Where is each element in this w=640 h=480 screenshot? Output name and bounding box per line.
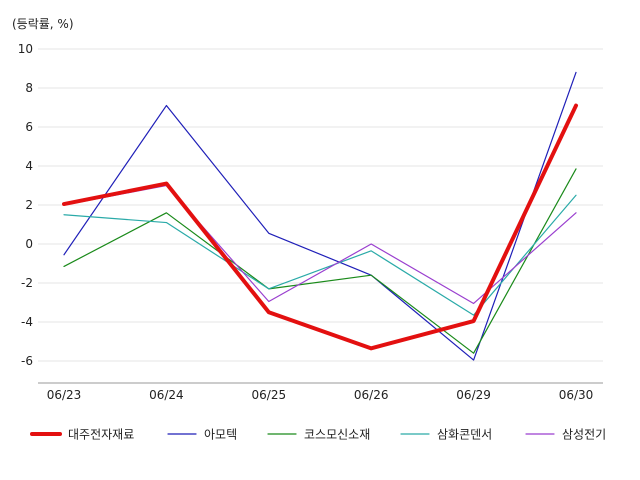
x-tick-label: 06/25	[252, 388, 287, 402]
y-tick-label: 6	[25, 120, 33, 134]
x-tick-label: 06/26	[354, 388, 389, 402]
series-line	[63, 71, 577, 361]
y-tick-label: 4	[25, 159, 33, 173]
series-line	[63, 194, 577, 316]
y-tick-label: -2	[21, 276, 33, 290]
x-tick-label: 06/23	[47, 388, 82, 402]
legend-label: 삼성전기	[562, 428, 606, 442]
legend: 대주전자재료 아모텍 코스모신소재 삼화콘덴서 삼성전기	[30, 428, 606, 442]
legend-label: 코스모신소재	[304, 428, 370, 442]
grid-lines	[38, 48, 603, 362]
y-tick-label: -4	[21, 315, 33, 329]
legend-label: 아모텍	[204, 428, 237, 442]
series-lines	[62, 71, 578, 361]
y-tick-label: -6	[21, 354, 33, 368]
y-tick-label: 2	[25, 198, 33, 212]
x-tick-label: 06/29	[456, 388, 491, 402]
x-tick-label: 06/24	[149, 388, 184, 402]
y-unit-label: (등락률, %)	[12, 17, 74, 31]
series-line	[62, 103, 578, 351]
y-tick-label: 10	[18, 42, 33, 56]
y-tick-labels: 10 8 6 4 2 0 -2 -4 -6	[18, 42, 33, 368]
y-tick-label: 8	[25, 81, 33, 95]
x-tick-labels: 06/23 06/24 06/25 06/26 06/29 06/30	[47, 388, 594, 402]
x-tick-label: 06/30	[559, 388, 594, 402]
y-tick-label: 0	[25, 237, 33, 251]
legend-label: 대주전자재료	[68, 428, 134, 442]
legend-label: 삼화콘덴서	[437, 428, 492, 442]
series-line	[63, 168, 577, 354]
